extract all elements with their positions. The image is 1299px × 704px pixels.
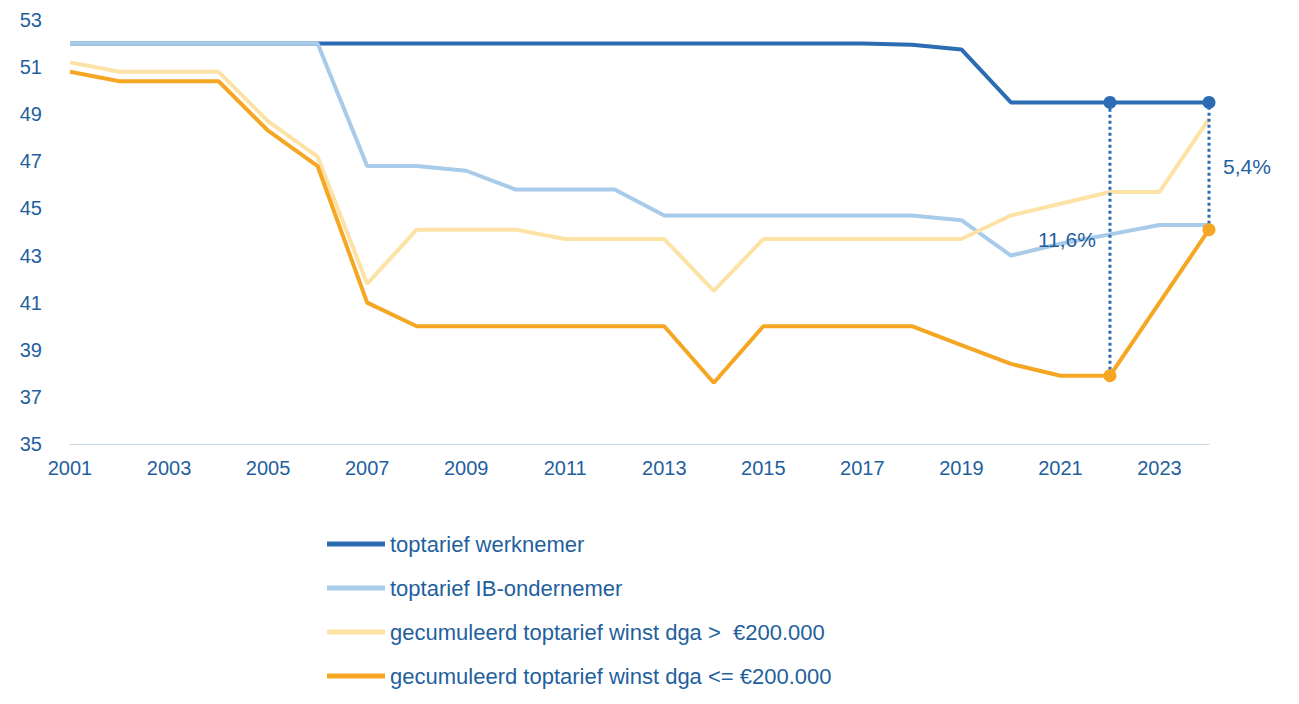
- svg-text:2021: 2021: [1038, 457, 1083, 479]
- svg-text:47: 47: [20, 150, 42, 172]
- svg-text:toptarief werknemer: toptarief werknemer: [390, 532, 584, 557]
- svg-text:5,4%: 5,4%: [1223, 155, 1271, 178]
- svg-text:gecumuleerd toptarief winst dg: gecumuleerd toptarief winst dga > €200.0…: [390, 620, 825, 645]
- svg-text:37: 37: [20, 386, 42, 408]
- svg-text:2003: 2003: [147, 457, 192, 479]
- svg-text:2005: 2005: [246, 457, 291, 479]
- svg-text:41: 41: [20, 292, 42, 314]
- svg-text:2011: 2011: [544, 457, 587, 479]
- svg-text:35: 35: [20, 433, 42, 455]
- svg-text:51: 51: [20, 56, 42, 78]
- svg-text:2015: 2015: [741, 457, 786, 479]
- svg-text:11,6%: 11,6%: [1038, 228, 1096, 251]
- svg-text:2007: 2007: [345, 457, 390, 479]
- svg-text:2023: 2023: [1137, 457, 1182, 479]
- svg-text:gecumuleerd toptarief winst dg: gecumuleerd toptarief winst dga <= €200.…: [390, 664, 832, 689]
- svg-text:2013: 2013: [642, 457, 687, 479]
- svg-text:2009: 2009: [444, 457, 489, 479]
- svg-text:45: 45: [20, 197, 42, 219]
- svg-text:49: 49: [20, 103, 42, 125]
- svg-text:43: 43: [20, 245, 42, 267]
- svg-text:53: 53: [20, 9, 42, 31]
- svg-text:39: 39: [20, 339, 42, 361]
- svg-text:2001: 2001: [48, 457, 93, 479]
- svg-text:2017: 2017: [840, 457, 885, 479]
- svg-text:toptarief IB-ondernemer: toptarief IB-ondernemer: [390, 576, 622, 601]
- svg-text:2019: 2019: [939, 457, 984, 479]
